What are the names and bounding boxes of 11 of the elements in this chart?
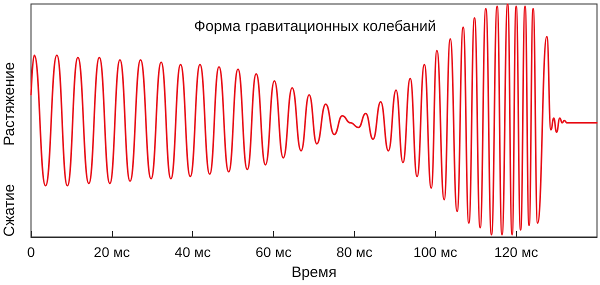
x-tick-label: 60 мс — [256, 244, 292, 260]
x-tick-label: 120 мс — [494, 244, 538, 260]
text: Форма гравитационных колебаний — [194, 18, 436, 35]
x-tick-label: 80 мс — [336, 244, 372, 260]
x-tick-label: 100 мс — [413, 244, 458, 260]
x-tick-label: 0 — [27, 244, 36, 260]
text: Растяжение — [1, 62, 18, 146]
text: Сжатие — [1, 184, 18, 237]
x-axis-title: Время — [291, 264, 337, 281]
x-tick-label: 40 мс — [174, 244, 211, 260]
x-tick-label: 20 мс — [94, 244, 130, 260]
